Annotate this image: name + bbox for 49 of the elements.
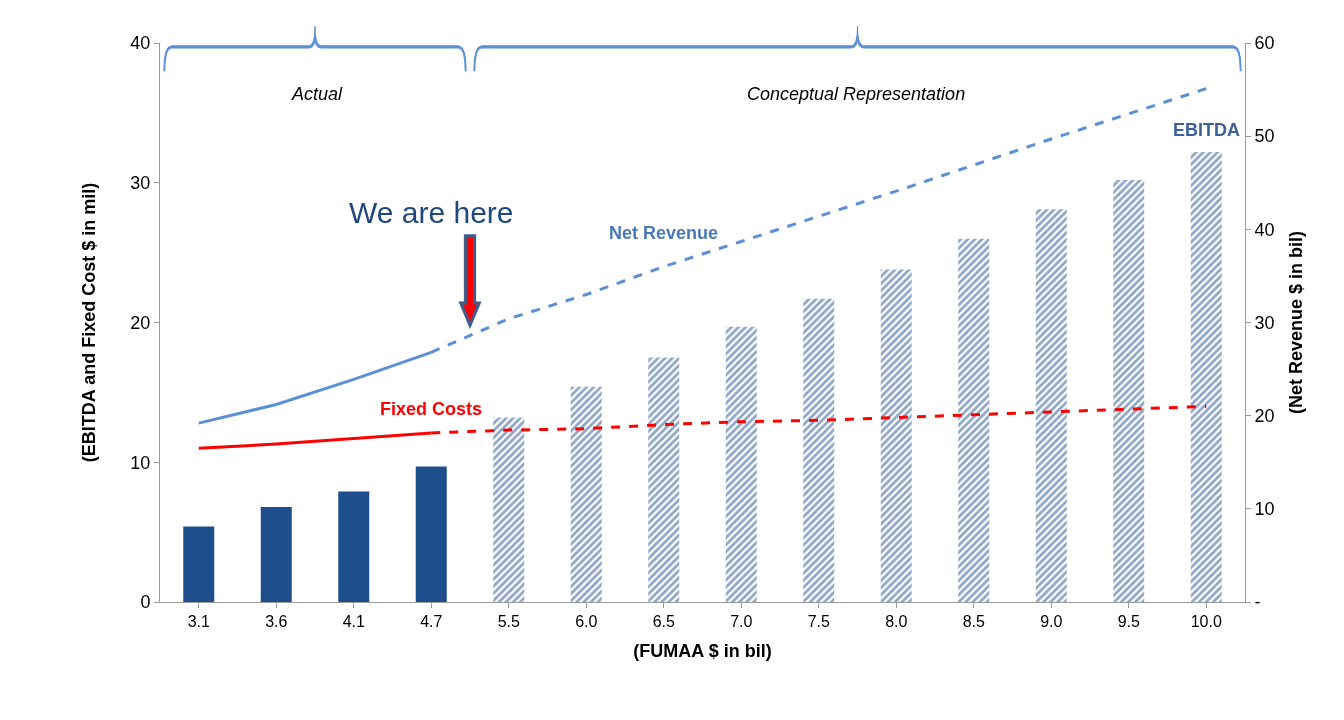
x-tick-label: 7.0: [730, 613, 753, 631]
y2-tick-label: 50: [1254, 126, 1275, 147]
series-label: Fixed Costs: [380, 399, 483, 419]
x-tick-label: 10.0: [1190, 613, 1222, 631]
y2-tick-label: 30: [1254, 312, 1275, 333]
x-tick-label: 6.0: [575, 613, 598, 631]
bar: [260, 506, 292, 602]
x-tick-label: 3.6: [265, 613, 288, 631]
y-tick-label: 20: [130, 312, 151, 333]
y2-tick-label: 20: [1254, 405, 1275, 426]
bar: [803, 298, 835, 602]
y-tick-label: 30: [130, 173, 151, 194]
y2-axis-title: (Net Revenue $ in bil): [1285, 230, 1306, 415]
annotation: We are here: [349, 196, 514, 229]
x-tick-label: 5.5: [497, 613, 520, 631]
y-tick-label: 40: [130, 33, 151, 54]
bar: [958, 238, 990, 602]
bar: [725, 326, 757, 602]
x-tick-label: 9.5: [1117, 613, 1140, 631]
x-tick-label: 4.7: [420, 613, 443, 631]
bar: [338, 491, 370, 602]
y-tick-label: 0: [140, 592, 151, 613]
y-axis-title: (EBITDA and Fixed Cost $ in mil): [78, 182, 99, 463]
bar: [1113, 179, 1145, 602]
x-axis-title: (FUMAA $ in bil): [633, 641, 772, 662]
bar: [1190, 152, 1222, 602]
bar: [415, 466, 447, 602]
bar: [493, 417, 525, 602]
x-tick-label: 9.0: [1040, 613, 1063, 631]
series-label: EBITDA: [1173, 120, 1240, 140]
x-tick-label: 3.1: [187, 613, 210, 631]
bar: [1035, 209, 1067, 602]
y2-tick-label: -: [1254, 592, 1261, 613]
annotation: Conceptual Representation: [747, 84, 966, 104]
y2-tick-label: 40: [1254, 219, 1275, 240]
x-tick-label: 6.5: [652, 613, 675, 631]
bar: [570, 386, 602, 602]
bar: [183, 526, 215, 602]
x-tick-label: 4.1: [342, 613, 365, 631]
x-tick-label: 8.0: [885, 613, 908, 631]
x-tick-label: 7.5: [807, 613, 830, 631]
y-tick-label: 10: [130, 452, 151, 473]
x-tick-label: 8.5: [962, 613, 985, 631]
y2-tick-label: 10: [1254, 499, 1275, 520]
bar: [880, 269, 912, 602]
series-label: Net Revenue: [609, 223, 719, 243]
y2-tick-label: 60: [1254, 33, 1275, 54]
bar: [648, 357, 680, 602]
annotation: Actual: [291, 84, 344, 104]
